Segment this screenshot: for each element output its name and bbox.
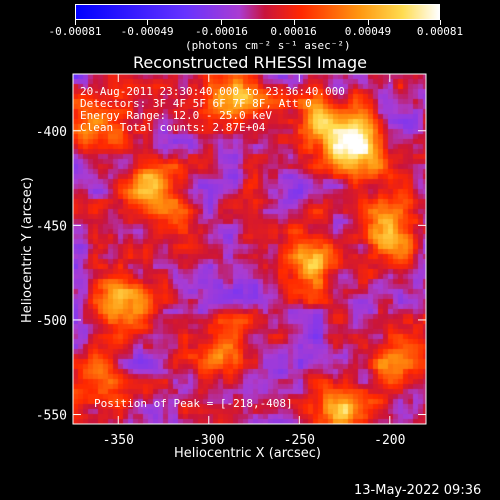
plot-frame	[72, 73, 427, 425]
footer-timestamp: 13-May-2022 09:36	[354, 483, 482, 498]
y-tick-label: -400	[36, 125, 67, 140]
colorbar-tick-label: -0.00016	[194, 25, 248, 38]
colorbar-tick	[147, 20, 149, 25]
annotation-time-range: 20-Aug-2011 23:30:40.000 to 23:36:40.000	[80, 85, 345, 98]
colorbar-tick	[440, 20, 441, 25]
colorbar-tick	[221, 20, 223, 25]
y-axis-label: Heliocentric Y (arcsec)	[20, 177, 35, 323]
colorbar-tick	[367, 20, 369, 25]
x-tick-label: -350	[103, 433, 134, 448]
x-tick-label: -200	[374, 433, 405, 448]
y-tick-label: -450	[36, 219, 67, 234]
annotation-peak-position: Position of Peak = [-218,-408]	[94, 397, 293, 410]
x-axis-label: Heliocentric X (arcsec)	[174, 446, 321, 461]
annotation-total-counts: Clean Total counts: 2.87E+04	[80, 121, 266, 134]
y-tick-label: -550	[36, 409, 67, 424]
y-tick-label: -500	[36, 314, 67, 329]
colorbar-tick-label: -0.00081	[48, 25, 102, 38]
colorbar-tick-label: 0.00016	[270, 25, 317, 38]
annotation-detectors: Detectors: 3F 4F 5F 6F 7F 8F, Att 0	[80, 97, 312, 110]
colorbar-tick	[293, 20, 295, 25]
colorbar-unit-label: (photons cm⁻² s⁻¹ asec⁻²)	[185, 39, 351, 52]
colorbar-tick	[75, 20, 76, 25]
colorbar-gradient	[76, 5, 439, 19]
colorbar-tick-label: -0.00049	[120, 25, 174, 38]
colorbar	[75, 4, 440, 20]
heatmap-image	[73, 74, 426, 424]
x-tick-label: -250	[284, 433, 315, 448]
x-tick-label: -300	[193, 433, 224, 448]
chart-title: Reconstructed RHESSI Image	[133, 53, 367, 72]
annotation-energy-range: Energy Range: 12.0 - 25.0 keV	[80, 109, 273, 122]
colorbar-tick-label: 0.00049	[344, 25, 392, 38]
colorbar-tick-label: 0.00081	[416, 25, 464, 38]
